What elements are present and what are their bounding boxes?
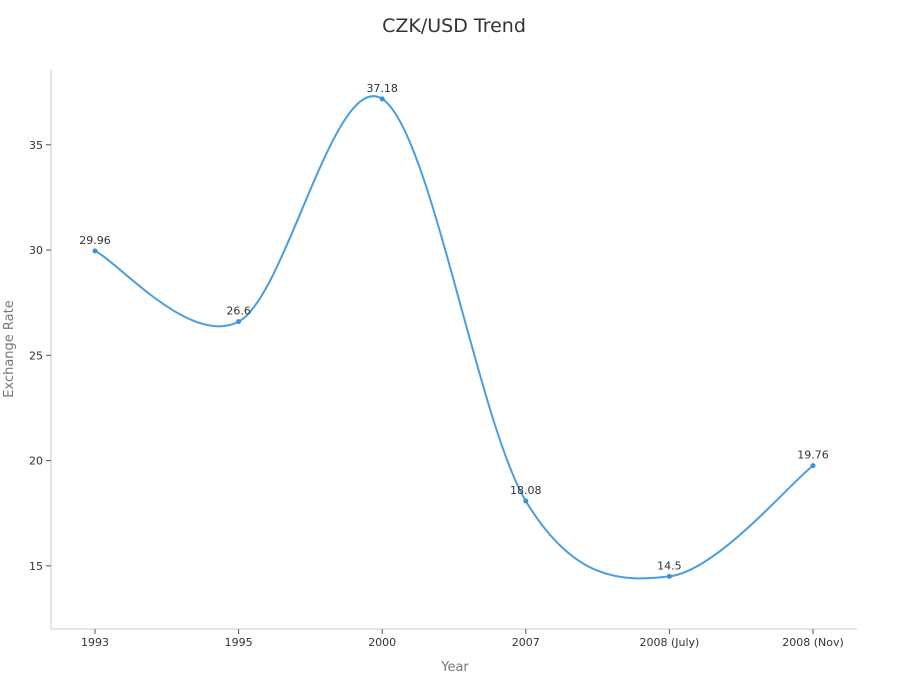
data-point: [92, 248, 98, 254]
data-point: [666, 573, 672, 579]
data-label: 18.08: [510, 484, 542, 497]
y-tick-label: 15: [29, 560, 43, 573]
x-axis-title: Year: [440, 660, 469, 675]
y-axis-ticks: 15 20 25 30 35: [29, 139, 51, 573]
x-axis-ticks: 1993 1995 2000 2007 2008 (July) 2008 (Nov): [81, 629, 844, 649]
chart-title: CZK/USD Trend: [382, 15, 526, 37]
x-tick-label: 2000: [368, 636, 396, 649]
x-tick-label: 2008 (Nov): [782, 636, 844, 649]
data-labels: 29.96 26.6 37.18 18.08 14.5 19.76: [79, 82, 829, 572]
x-tick-label: 2008 (July): [639, 636, 699, 649]
y-tick-label: 30: [29, 244, 43, 257]
data-point: [523, 498, 529, 504]
data-label: 29.96: [79, 234, 111, 247]
y-tick-label: 20: [29, 455, 43, 468]
x-tick-label: 1995: [225, 636, 253, 649]
y-tick-label: 25: [29, 349, 43, 362]
series-line: [94, 95, 814, 580]
data-label: 14.5: [657, 559, 682, 572]
data-point: [810, 463, 816, 469]
x-tick-label: 2007: [512, 636, 540, 649]
series-group: [92, 95, 816, 580]
x-tick-label: 1993: [81, 636, 109, 649]
data-label: 37.18: [366, 82, 398, 95]
data-point: [379, 96, 385, 102]
axes: [50, 69, 857, 630]
data-point: [236, 319, 242, 325]
data-label: 26.6: [226, 305, 251, 318]
y-tick-label: 35: [29, 139, 43, 152]
data-label: 19.76: [797, 449, 829, 462]
y-axis-title: Exchange Rate: [2, 300, 17, 397]
